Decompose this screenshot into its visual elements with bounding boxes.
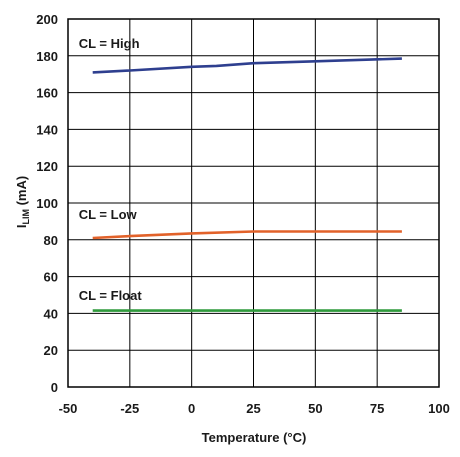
series-label-2: CL = Low [79,207,138,222]
series-line-1 [92,57,402,74]
y-axis-title-unit: (mA) [14,176,29,209]
x-tick-label: 50 [308,401,322,416]
series-label-3: CL = Float [79,288,143,303]
x-axis-title: Temperature (°C) [202,430,307,445]
y-tick-label: 100 [36,196,58,211]
x-tick-label: 75 [370,401,384,416]
y-tick-label: 0 [51,380,58,395]
x-tick-label: -50 [59,401,78,416]
x-axis-tick-labels: -50 -25 0 25 50 75 100 [59,401,450,416]
y-tick-label: 160 [36,86,58,101]
y-tick-label: 20 [44,343,58,358]
x-tick-label: -25 [120,401,139,416]
series-lines [92,57,402,312]
y-tick-label: 200 [36,12,58,27]
series-line-2 [92,230,402,240]
y-tick-label: 60 [44,270,58,285]
y-axis-title: ILIM (mA) [14,176,31,228]
grid-lines [68,19,439,387]
series-annotations: CL = High CL = Low CL = Float [79,36,143,303]
y-tick-label: 40 [44,306,58,321]
y-tick-label: 140 [36,122,58,137]
x-tick-label: 0 [188,401,195,416]
y-axis-tick-labels: 0 20 40 60 80 100 120 140 160 180 200 [36,12,58,395]
x-tick-label: 25 [246,401,260,416]
plot-area-frame [67,18,440,388]
series-label-1: CL = High [79,36,140,51]
y-axis-title-main: I [14,225,29,229]
y-axis-title-subscript: LIM [21,209,31,225]
y-tick-label: 120 [36,159,58,174]
y-tick-label: 180 [36,49,58,64]
x-tick-label: 100 [428,401,450,416]
y-tick-label: 80 [44,233,58,248]
